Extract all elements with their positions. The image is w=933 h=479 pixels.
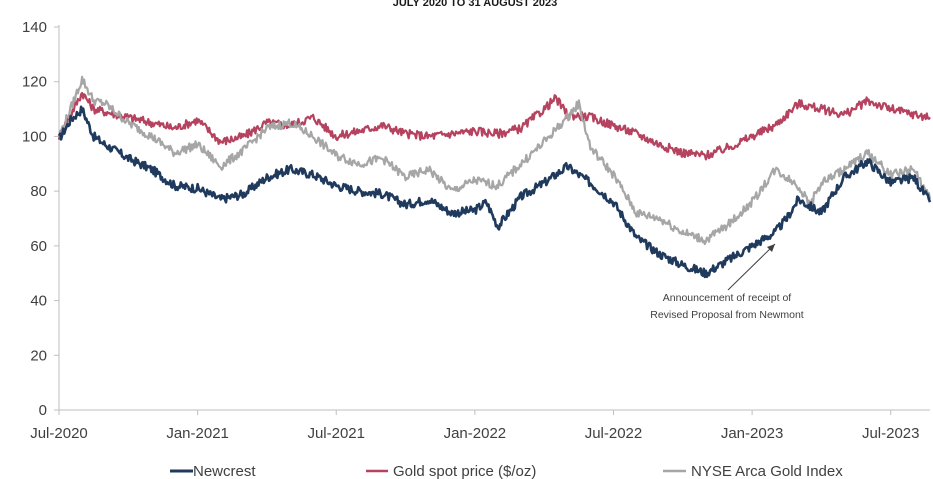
x-tick-label: Jul-2023 <box>862 425 920 442</box>
x-tick-label: Jul-2021 <box>307 425 365 442</box>
series-layer <box>57 75 932 279</box>
chart-title: JULY 2020 TO 31 AUGUST 2023 <box>393 0 557 9</box>
x-tick-label: Jul-2020 <box>30 425 88 442</box>
y-axis: 0 20 40 60 80 100 120 140 <box>22 19 60 419</box>
y-tick-label: 40 <box>30 293 47 310</box>
y-tick-label: 140 <box>22 19 47 36</box>
legend-item-nyse-arca-gold-index: NYSE Arca Gold Index <box>663 463 843 479</box>
annotation: Announcement of receipt of Revised Propo… <box>650 243 804 321</box>
annotation-line-2: Revised Proposal from Newmont <box>650 309 804 321</box>
series-line-newcrest <box>57 105 932 279</box>
x-tick-label: Jan-2022 <box>444 425 507 442</box>
y-tick-label: 0 <box>39 402 47 419</box>
y-tick-label: 100 <box>22 128 47 145</box>
x-tick-label: Jan-2023 <box>721 425 784 442</box>
legend: Newcrest Gold spot price ($/oz) NYSE Arc… <box>170 463 843 479</box>
series-line-nyse-arca-gold-index <box>57 75 932 246</box>
x-axis: Jul-2020 Jan-2021 Jul-2021 Jan-2022 Jul-2022… <box>30 409 930 442</box>
legend-label-nyse-arca-gold-index: NYSE Arca Gold Index <box>691 463 843 479</box>
legend-label-gold-spot-price: Gold spot price ($/oz) <box>393 463 536 479</box>
y-tick-label: 80 <box>30 183 47 200</box>
y-tick-label: 20 <box>30 347 47 364</box>
legend-label-newcrest: Newcrest <box>193 463 256 479</box>
legend-item-gold-spot-price: Gold spot price ($/oz) <box>366 463 536 479</box>
annotation-arrow <box>727 243 776 291</box>
y-tick-label: 60 <box>30 238 47 255</box>
annotation-arrowhead <box>767 244 775 252</box>
x-tick-label: Jan-2021 <box>166 425 229 442</box>
series-line-gold-spot-price <box>57 91 931 161</box>
x-tick-label: Jul-2022 <box>585 425 643 442</box>
y-tick-label: 120 <box>22 74 47 91</box>
annotation-line-1: Announcement of receipt of <box>663 292 791 304</box>
legend-item-newcrest: Newcrest <box>170 463 256 479</box>
